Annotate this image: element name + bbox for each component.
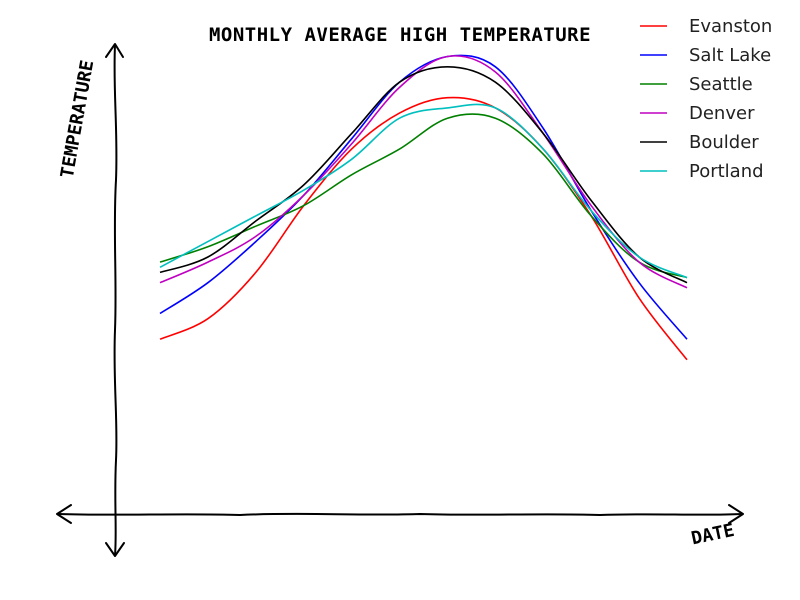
x-axis-line (57, 512, 743, 516)
series-line-salt-lake (159, 54, 688, 340)
legend-item: Salt Lake (640, 45, 771, 66)
y-axis-line (113, 44, 118, 556)
legend-item: Denver (640, 103, 755, 124)
x-axis (56, 504, 744, 524)
legend-label: Evanston (689, 16, 772, 37)
y-axis (105, 43, 125, 557)
legend-item: Seattle (640, 74, 753, 95)
series-line-portland (159, 103, 688, 279)
chart-title: MONTHLY AVERAGE HIGH TEMPERATURE (209, 24, 591, 46)
series-lines (159, 54, 688, 361)
legend-label: Seattle (689, 74, 753, 95)
series-line-seattle (159, 113, 688, 279)
legend-item: Evanston (640, 16, 772, 37)
x-axis-arrow-right (728, 504, 744, 524)
y-axis-label: TEMPERATURE (57, 59, 98, 180)
series-line-denver (159, 55, 688, 289)
x-axis-label: DATE (689, 520, 736, 550)
series-line-evanston (159, 96, 688, 361)
series-line-boulder (159, 66, 688, 284)
legend-label: Boulder (689, 132, 759, 153)
legend-label: Salt Lake (689, 45, 771, 66)
legend-label: Portland (689, 161, 764, 182)
y-axis-arrow-top (105, 43, 124, 58)
legend: Evanston Salt Lake Seattle Denver Boulder Por… (640, 16, 772, 182)
legend-item: Portland (640, 161, 764, 182)
y-axis-arrow-bottom (105, 542, 125, 557)
legend-item: Boulder (640, 132, 759, 153)
x-axis-arrow-left (56, 504, 72, 524)
legend-label: Denver (689, 103, 755, 124)
